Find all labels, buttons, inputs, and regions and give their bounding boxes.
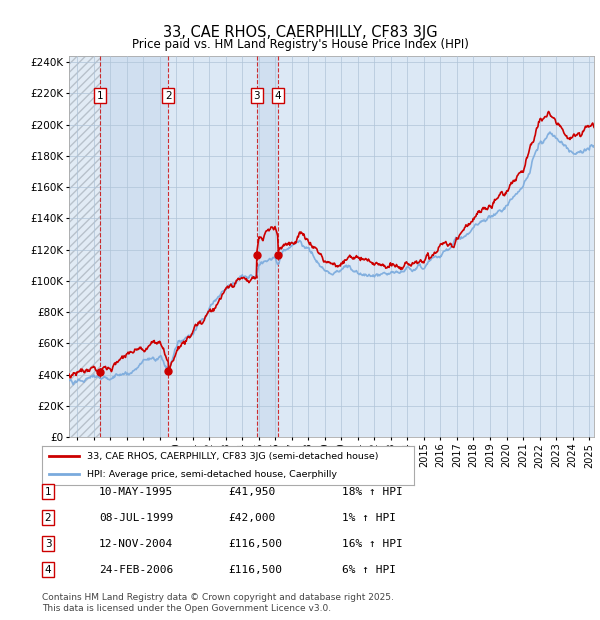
Text: £41,950: £41,950 (228, 487, 275, 497)
Text: £116,500: £116,500 (228, 539, 282, 549)
Text: 4: 4 (44, 565, 52, 575)
Text: 6% ↑ HPI: 6% ↑ HPI (342, 565, 396, 575)
Bar (257, 56, 278, 437)
Text: 24-FEB-2006: 24-FEB-2006 (99, 565, 173, 575)
Text: 16% ↑ HPI: 16% ↑ HPI (342, 539, 403, 549)
Bar (69, 56, 100, 437)
Text: 08-JUL-1999: 08-JUL-1999 (99, 513, 173, 523)
Text: 3: 3 (44, 539, 52, 549)
Text: 33, CAE RHOS, CAERPHILLY, CF83 3JG: 33, CAE RHOS, CAERPHILLY, CF83 3JG (163, 25, 437, 40)
Text: 1% ↑ HPI: 1% ↑ HPI (342, 513, 396, 523)
Text: 1: 1 (44, 487, 52, 497)
Text: £42,000: £42,000 (228, 513, 275, 523)
Text: 10-MAY-1995: 10-MAY-1995 (99, 487, 173, 497)
Text: 12-NOV-2004: 12-NOV-2004 (99, 539, 173, 549)
Text: Contains HM Land Registry data © Crown copyright and database right 2025.
This d: Contains HM Land Registry data © Crown c… (42, 593, 394, 613)
Text: 33, CAE RHOS, CAERPHILLY, CF83 3JG (semi-detached house): 33, CAE RHOS, CAERPHILLY, CF83 3JG (semi… (86, 452, 378, 461)
Text: Price paid vs. HM Land Registry's House Price Index (HPI): Price paid vs. HM Land Registry's House … (131, 38, 469, 51)
Text: 18% ↑ HPI: 18% ↑ HPI (342, 487, 403, 497)
Bar (69, 56, 100, 437)
Bar (100, 56, 169, 437)
Text: 3: 3 (253, 91, 260, 101)
Text: £116,500: £116,500 (228, 565, 282, 575)
Text: 2: 2 (44, 513, 52, 523)
Text: 4: 4 (275, 91, 281, 101)
Text: HPI: Average price, semi-detached house, Caerphilly: HPI: Average price, semi-detached house,… (86, 470, 337, 479)
Text: 2: 2 (165, 91, 172, 101)
Text: 1: 1 (97, 91, 103, 101)
